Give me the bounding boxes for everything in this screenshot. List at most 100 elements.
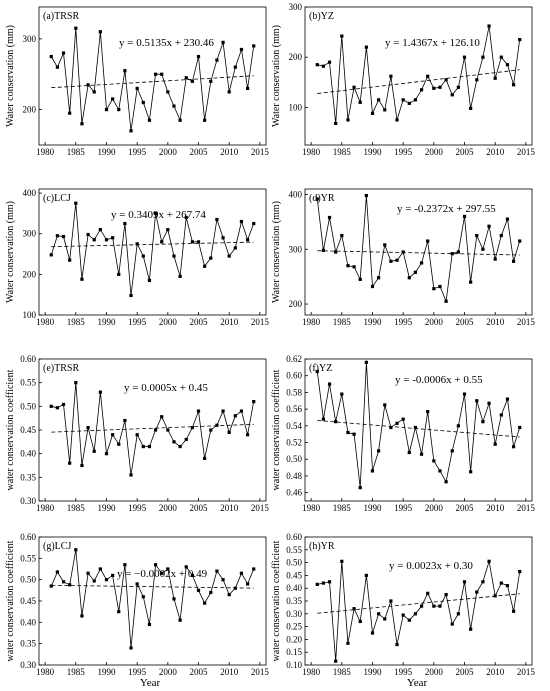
data-point bbox=[141, 444, 145, 449]
data-point bbox=[419, 604, 424, 608]
data-point bbox=[245, 582, 250, 586]
data-point bbox=[129, 473, 133, 477]
data-point bbox=[196, 54, 201, 59]
data-point bbox=[123, 69, 127, 73]
panel-6: 1980 1985 1990 1995 2000 2005 2010 2015 0.30 0.35… bbox=[5, 532, 269, 677]
y-tick-label: 200 bbox=[23, 269, 37, 279]
x-tick-label: 1990 bbox=[97, 317, 116, 327]
data-point bbox=[377, 612, 381, 616]
data-point bbox=[462, 580, 467, 584]
y-tick-label: 200 bbox=[23, 105, 37, 115]
trend-equation: y = -0.0006x + 0.55 bbox=[395, 374, 483, 386]
data-point bbox=[370, 631, 375, 635]
x-tick-label: 2015 bbox=[517, 667, 536, 677]
data-point bbox=[426, 74, 430, 78]
data-point bbox=[239, 571, 244, 575]
y-tick-label: 300 bbox=[23, 34, 37, 44]
y-tick-label: 0.46 bbox=[286, 488, 302, 498]
x-tick-label: 1990 bbox=[97, 667, 116, 677]
data-point bbox=[61, 51, 66, 55]
plot-frame bbox=[304, 6, 533, 146]
data-point bbox=[358, 100, 362, 104]
data-point bbox=[469, 106, 473, 110]
data-point bbox=[172, 254, 176, 258]
data-point bbox=[178, 118, 182, 122]
data-point bbox=[104, 108, 109, 112]
data-point bbox=[389, 425, 393, 430]
data-point bbox=[327, 60, 332, 64]
data-point bbox=[475, 78, 479, 82]
data-point bbox=[505, 217, 510, 221]
x-tick-label: 2015 bbox=[251, 503, 270, 513]
trend-line bbox=[317, 420, 520, 438]
x-tick-label: 1995 bbox=[394, 503, 413, 513]
data-point bbox=[432, 287, 436, 291]
data-point bbox=[334, 250, 338, 254]
data-point bbox=[92, 90, 96, 94]
data-point bbox=[104, 238, 109, 242]
y-axis-label: water conservation coefficient bbox=[5, 540, 16, 661]
x-tick-label: 2010 bbox=[486, 667, 505, 677]
x-tick-label: 2015 bbox=[251, 147, 270, 157]
data-point bbox=[68, 258, 72, 262]
data-point bbox=[239, 409, 244, 413]
data-point bbox=[215, 423, 219, 427]
data-point bbox=[160, 240, 164, 244]
data-point bbox=[321, 248, 326, 252]
trend-line bbox=[51, 75, 254, 89]
data-point bbox=[456, 250, 460, 254]
data-point bbox=[401, 98, 405, 102]
y-tick-label: 0.62 bbox=[286, 354, 302, 364]
y-tick-label: 0.50 bbox=[20, 575, 36, 585]
data-point bbox=[117, 442, 121, 446]
x-tick-label: 2015 bbox=[517, 317, 536, 327]
x-tick-label: 2015 bbox=[517, 147, 536, 157]
data-point bbox=[160, 72, 164, 76]
panel-4: 1980 1985 1990 1995 2000 2005 2010 2015 0.30 0.35… bbox=[5, 354, 269, 513]
y-tick-label: 300 bbox=[289, 244, 303, 254]
data-point bbox=[456, 85, 460, 89]
data-point bbox=[505, 63, 510, 67]
x-tick-label: 1980 bbox=[302, 667, 321, 677]
panel-2: 1980 1985 1990 1995 2000 2005 2010 2015 100 200 30… bbox=[5, 188, 269, 327]
y-tick-label: 200 bbox=[289, 52, 303, 62]
y-tick-label: 0.40 bbox=[286, 583, 302, 593]
data-point bbox=[352, 432, 356, 436]
data-point bbox=[487, 401, 491, 405]
data-point bbox=[74, 201, 78, 205]
data-point bbox=[401, 417, 405, 421]
data-point bbox=[184, 215, 188, 220]
series-line bbox=[317, 561, 521, 662]
x-tick-label: 2005 bbox=[456, 503, 475, 513]
x-tick-label: 1980 bbox=[36, 667, 55, 677]
data-point bbox=[166, 428, 170, 432]
data-point bbox=[432, 459, 436, 463]
data-point bbox=[104, 578, 109, 582]
data-point bbox=[135, 433, 139, 437]
x-tick-label: 1995 bbox=[128, 667, 147, 677]
data-point bbox=[141, 100, 145, 105]
x-tick-label: 2000 bbox=[159, 147, 178, 157]
data-point bbox=[481, 55, 485, 59]
data-point bbox=[227, 430, 231, 434]
x-tick-label: 1985 bbox=[333, 503, 352, 513]
data-point bbox=[499, 581, 503, 585]
data-point bbox=[80, 122, 84, 126]
data-point bbox=[407, 618, 411, 622]
data-point bbox=[209, 590, 213, 595]
y-tick-label: 0.10 bbox=[286, 660, 302, 670]
data-point bbox=[407, 276, 411, 280]
data-point bbox=[511, 609, 516, 613]
x-tick-label: 2005 bbox=[190, 503, 209, 513]
y-tick-label: 0.56 bbox=[286, 404, 302, 414]
y-tick-label: 0.45 bbox=[20, 596, 36, 606]
trend-equation: y = 0.3409x + 267.74 bbox=[111, 209, 206, 221]
data-point bbox=[426, 239, 430, 243]
x-tick-label: 1990 bbox=[363, 317, 382, 327]
data-point bbox=[74, 381, 78, 385]
data-point bbox=[61, 580, 66, 584]
data-point bbox=[450, 252, 454, 256]
data-point bbox=[123, 221, 127, 226]
data-point bbox=[209, 79, 213, 83]
data-point bbox=[80, 614, 84, 618]
